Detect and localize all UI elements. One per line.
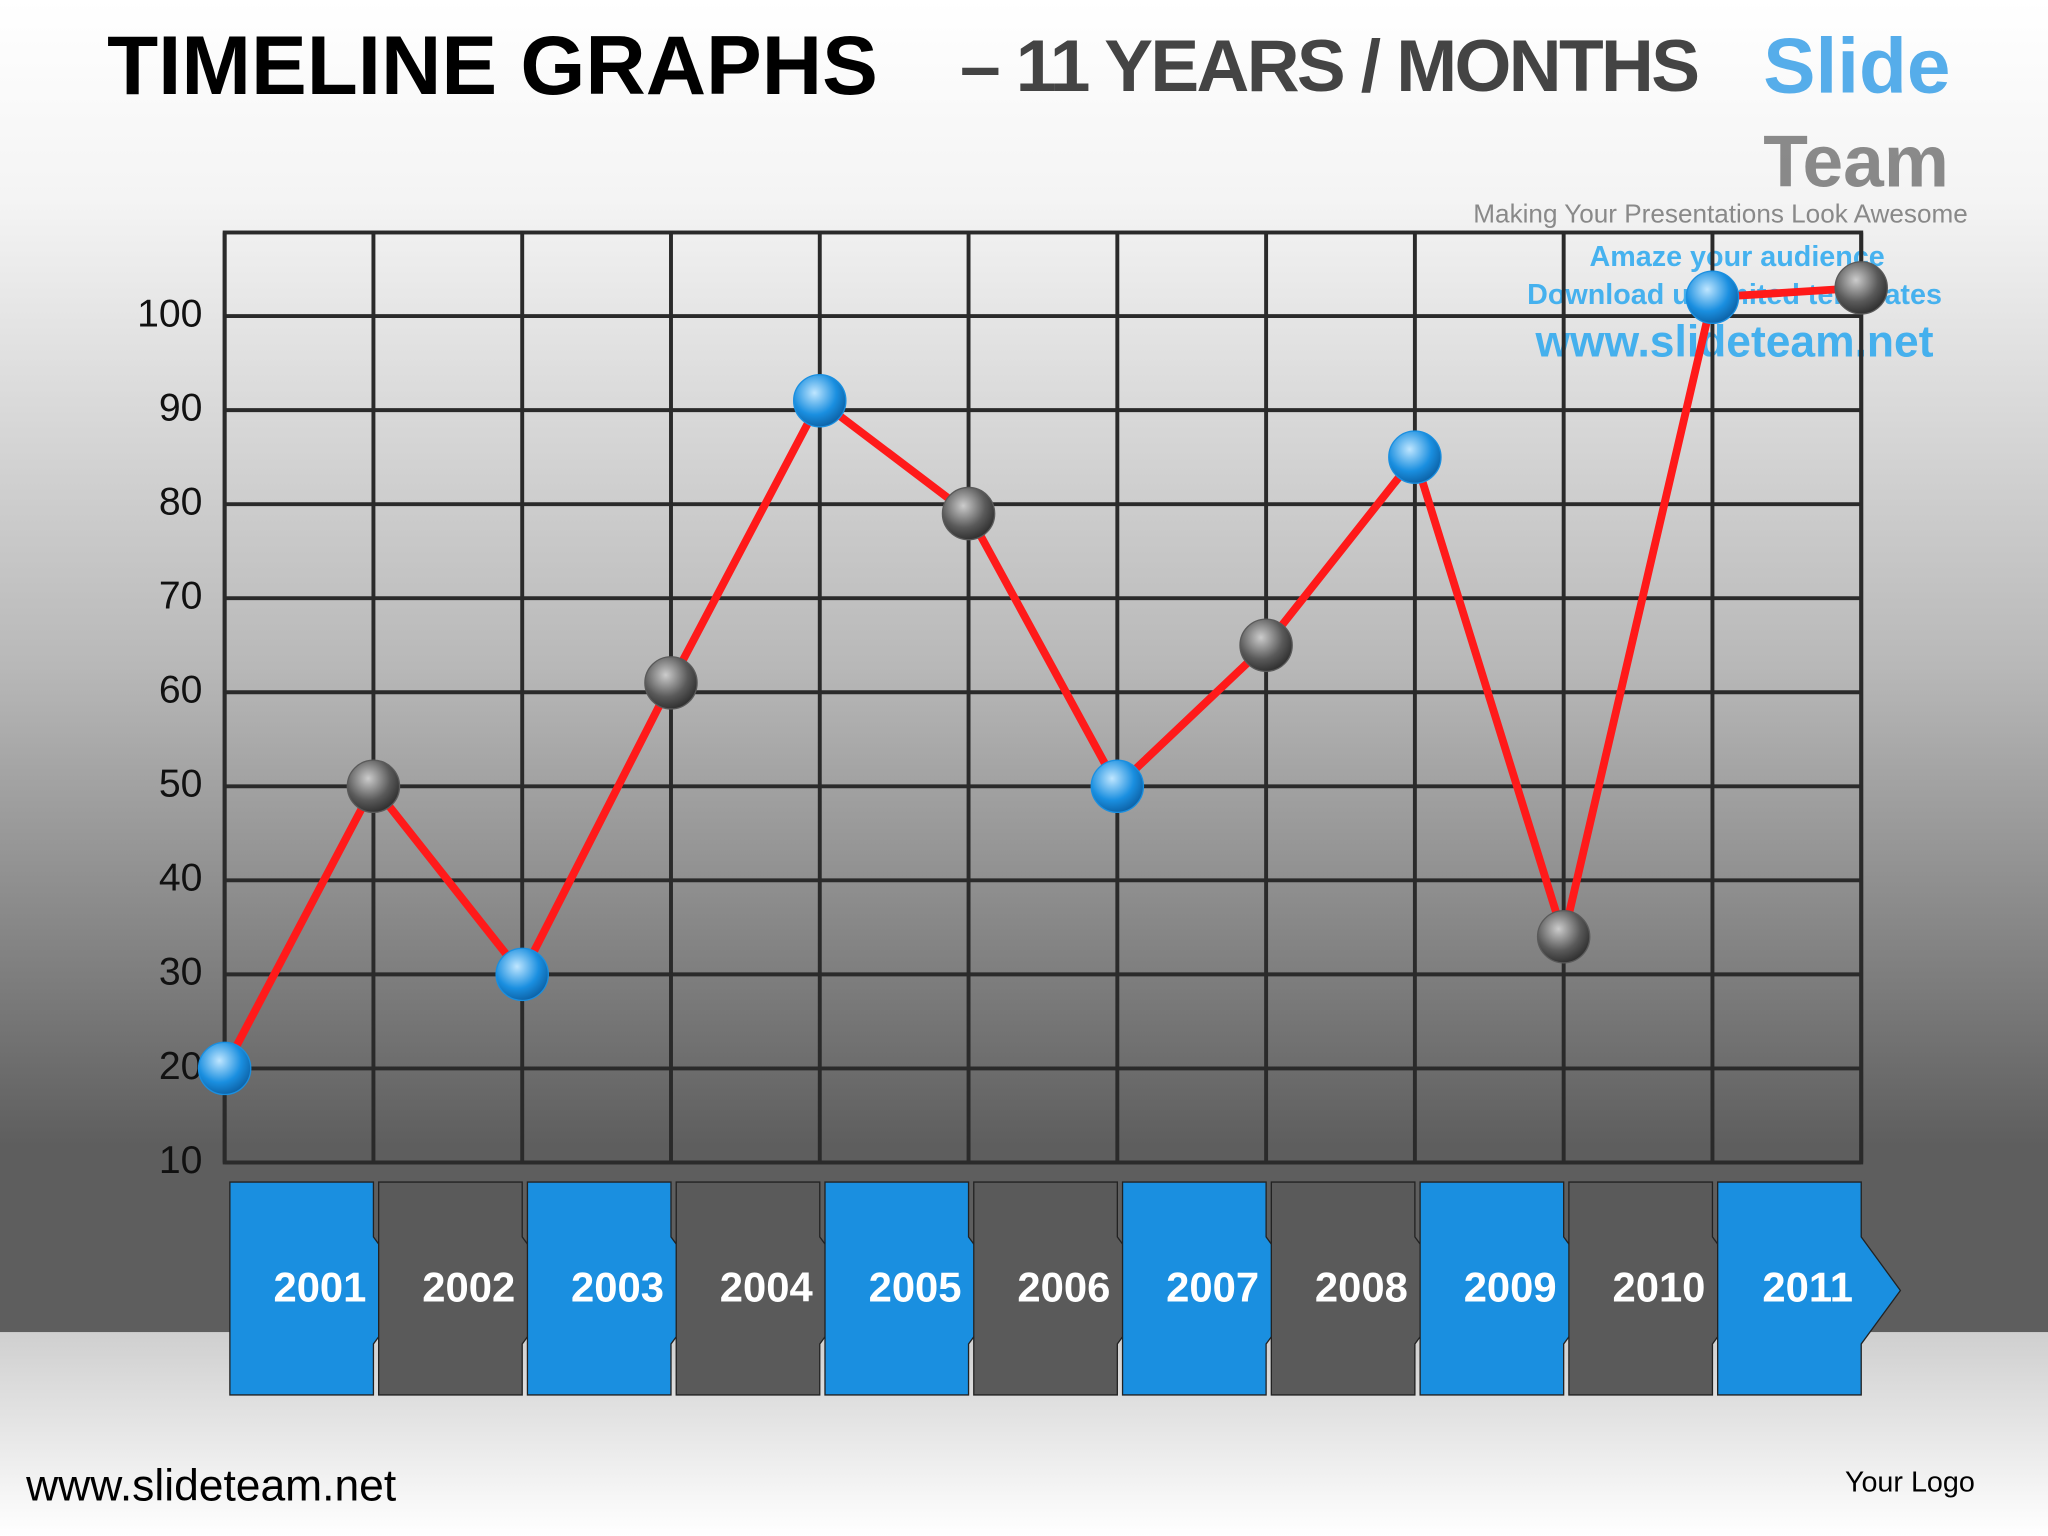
x-tick-label: 2006 xyxy=(1017,1263,1110,1310)
watermark: Slide Team Making Your Presentations Loo… xyxy=(1473,22,1967,367)
wm-brand: Team xyxy=(1763,122,1949,203)
marker xyxy=(1239,618,1293,672)
marker xyxy=(941,486,996,541)
subtitle: – 11 YEARS / MONTHS xyxy=(960,26,1697,107)
y-tick-label: 90 xyxy=(159,386,203,429)
x-tick-label: 2007 xyxy=(1166,1263,1259,1310)
marker xyxy=(197,1041,252,1096)
x-tick-label: 2011 xyxy=(1762,1263,1853,1310)
x-tick-label: 2008 xyxy=(1315,1263,1408,1310)
title: TIMELINE GRAPHS xyxy=(107,18,878,112)
wm-brand: Slide xyxy=(1763,22,1950,110)
marker xyxy=(1090,759,1145,814)
marker xyxy=(1685,270,1740,325)
marker xyxy=(346,759,401,814)
marker xyxy=(1834,261,1888,315)
y-tick-label: 50 xyxy=(159,763,203,806)
x-tick-label: 2009 xyxy=(1464,1263,1557,1310)
y-tick-label: 10 xyxy=(159,1139,203,1182)
chart: 10 20 30 40 50 60 70 80 90 100 2001 2002 2003 2004 200… xyxy=(137,230,1902,1396)
y-tick-label: 60 xyxy=(159,669,203,712)
marker xyxy=(644,656,698,710)
wm-tagline: Making Your Presentations Look Awesome xyxy=(1473,198,1967,228)
y-tick-label: 20 xyxy=(159,1045,203,1088)
marker xyxy=(495,947,549,1002)
x-tick-label: 2004 xyxy=(720,1263,814,1310)
x-tick-label: 2003 xyxy=(571,1263,664,1310)
marker xyxy=(1388,430,1442,484)
marker xyxy=(792,373,847,428)
y-tick-label: 80 xyxy=(159,481,203,524)
footer-url: www.slideteam.net xyxy=(25,1462,397,1511)
y-tick-label: 40 xyxy=(159,857,203,900)
background xyxy=(0,0,2048,1333)
line xyxy=(221,283,1862,1071)
wm-text: Amaze your audience xyxy=(1590,241,1885,273)
y-tick-label: 70 xyxy=(159,575,203,618)
footer-logo: Your Logo xyxy=(1845,1466,1975,1498)
x-tick-label: 2002 xyxy=(422,1263,515,1310)
x-tick-label: 2005 xyxy=(869,1263,962,1310)
x-tick-label: 2001 xyxy=(273,1263,366,1310)
year-box xyxy=(1717,1181,1902,1396)
x-tick-label: 2010 xyxy=(1612,1263,1705,1310)
marker xyxy=(1536,909,1591,964)
wm-url: www.slideteam.net xyxy=(1535,318,1934,367)
y-tick-label: 30 xyxy=(159,951,203,994)
y-tick-label: 100 xyxy=(137,292,202,335)
